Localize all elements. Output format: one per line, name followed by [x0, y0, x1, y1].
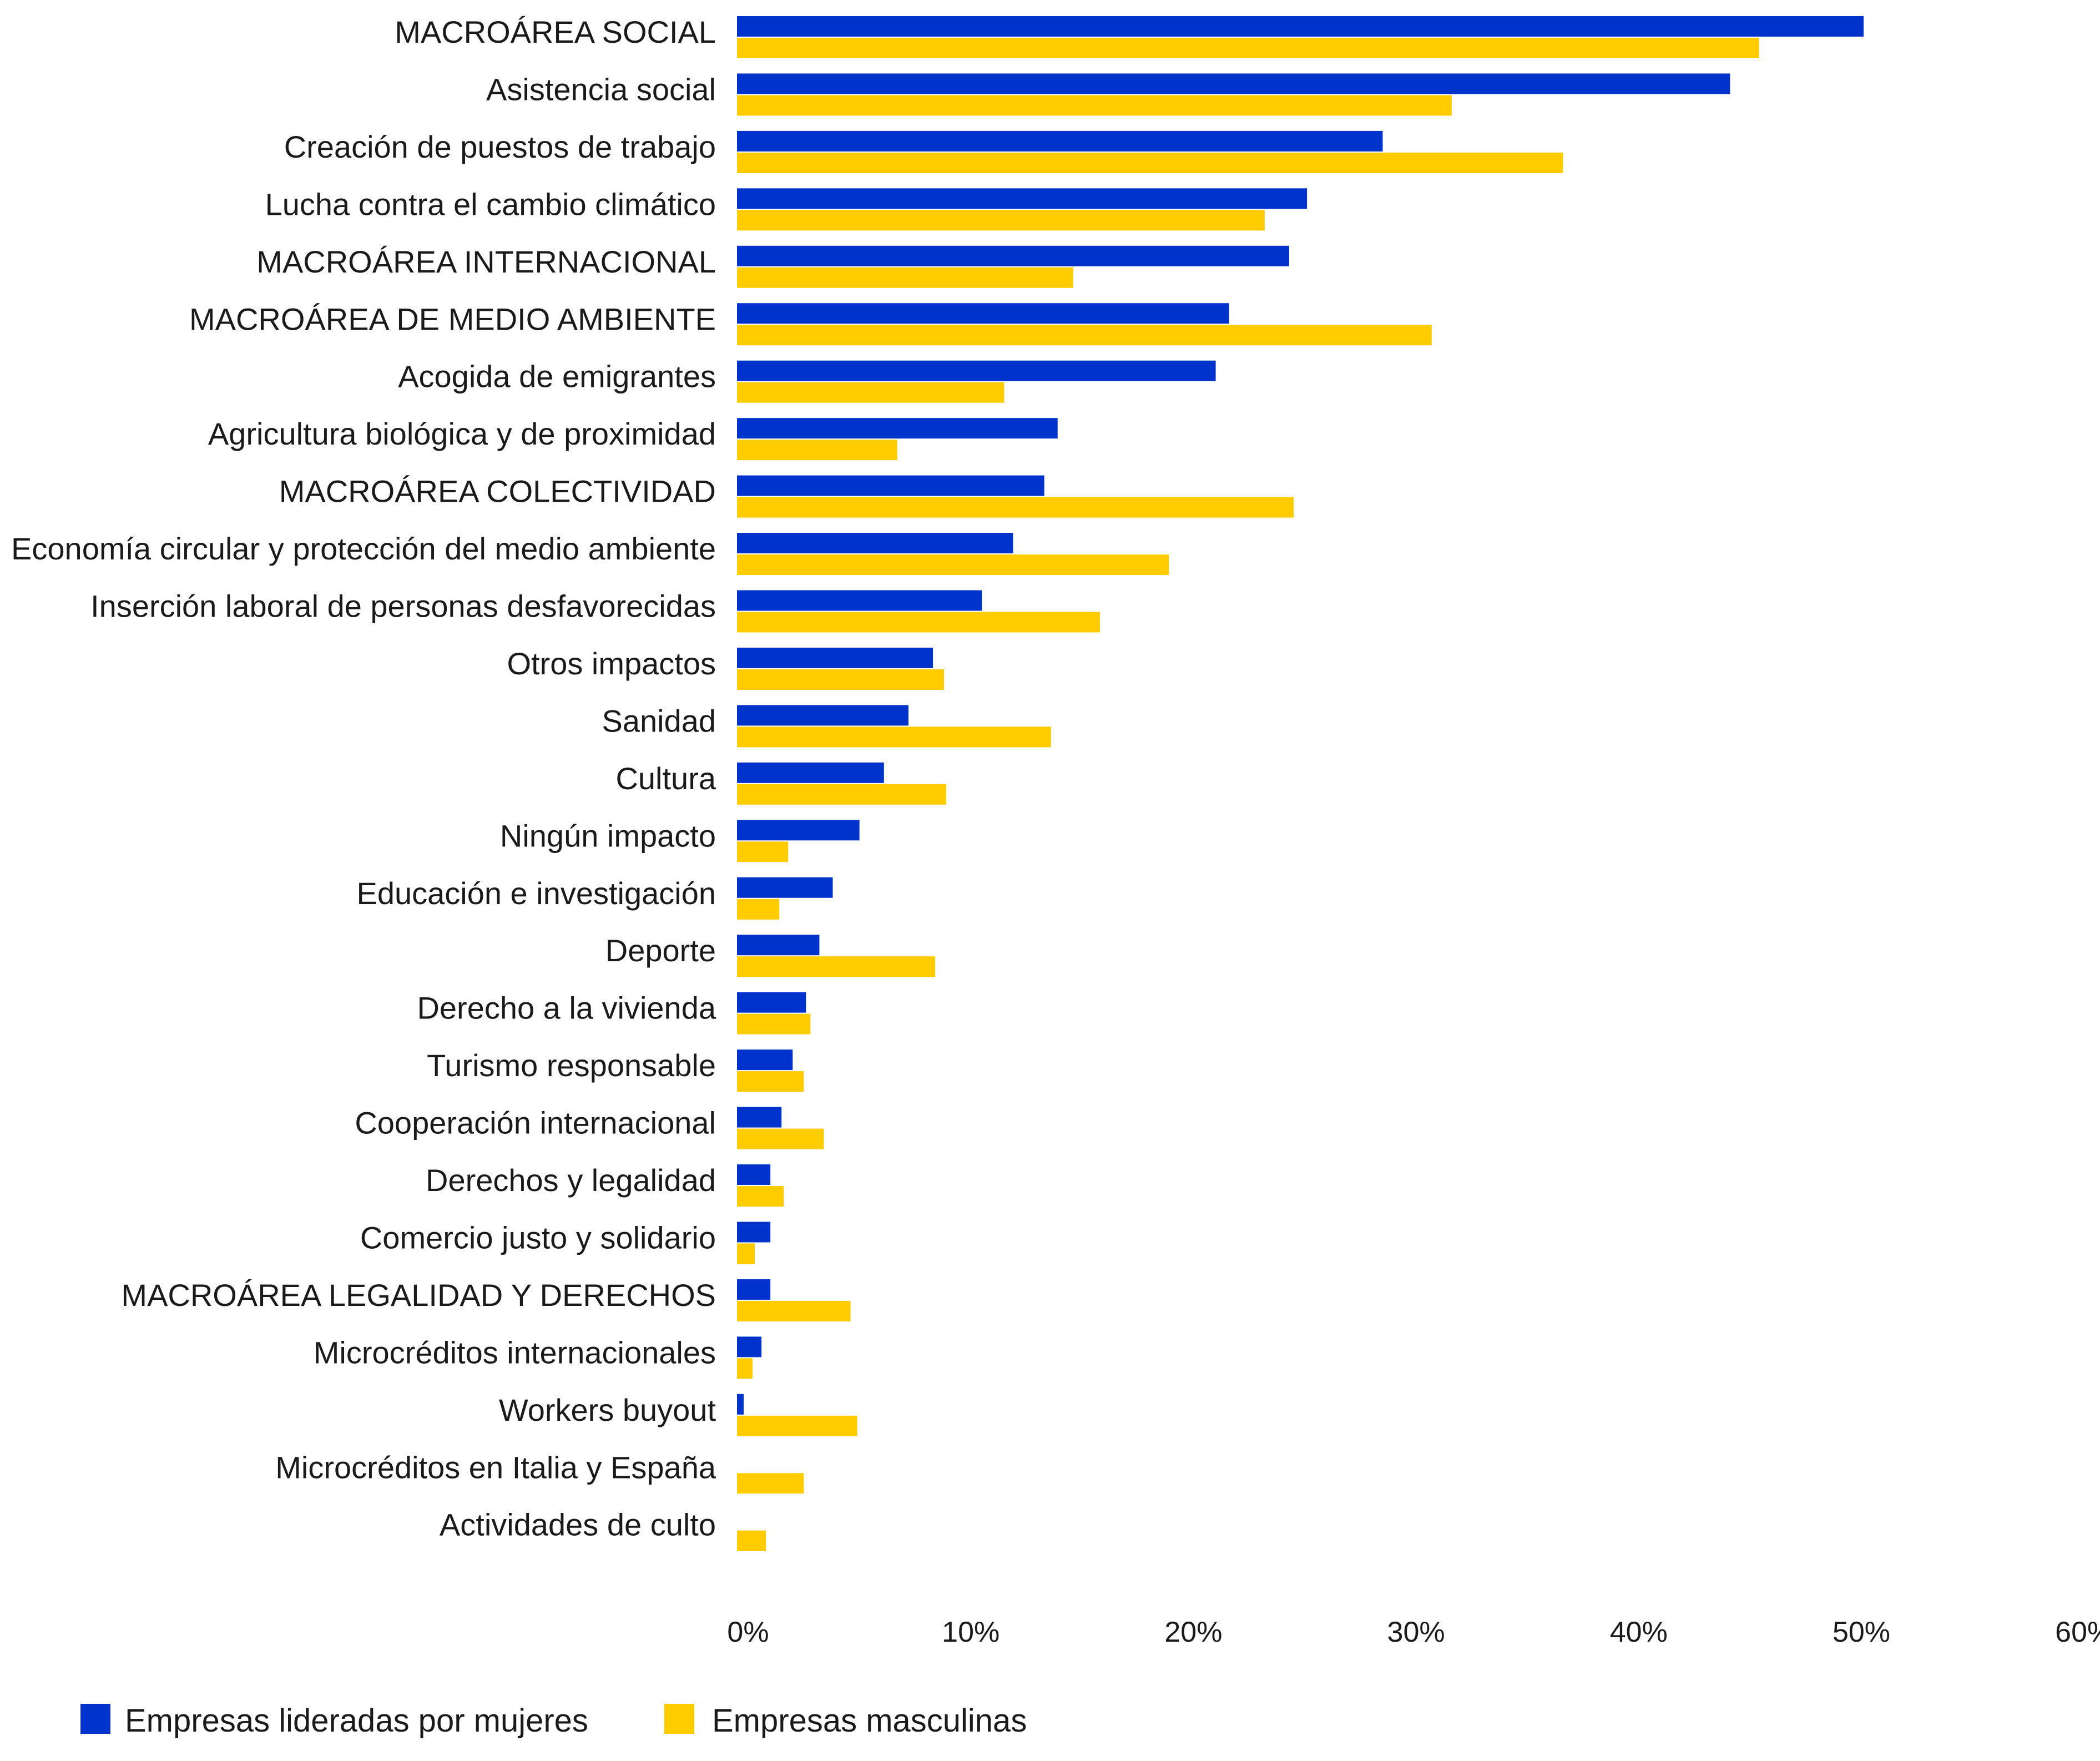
bar-women [737, 992, 806, 1013]
bar-men [737, 1243, 755, 1264]
category-label: Derecho a la vivienda [417, 991, 716, 1026]
bar-men [737, 612, 1100, 633]
bar-men [737, 38, 1759, 58]
x-tick-label: 50% [1833, 1616, 1890, 1648]
category-label: Derechos y legalidad [426, 1163, 716, 1198]
legend-swatch-women [80, 1704, 110, 1734]
bar-men [737, 669, 945, 690]
bar-men [737, 1300, 851, 1321]
bar-men [737, 440, 897, 461]
bars-layer [737, 16, 1864, 1551]
category-label: Cooperación internacional [355, 1106, 716, 1141]
bar-women [737, 1107, 782, 1128]
legend-label-men: Empresas masculinas [712, 1703, 1027, 1739]
bar-women [737, 820, 860, 841]
bar-men [737, 382, 1004, 403]
bar-men [737, 726, 1051, 748]
category-label: Microcréditos internacionales [314, 1335, 716, 1370]
bar-women [737, 877, 833, 898]
category-label: MACROÁREA LEGALIDAD Y DERECHOS [121, 1278, 716, 1313]
bar-women [737, 705, 908, 726]
x-tick-label: 20% [1164, 1616, 1222, 1648]
bar-men [737, 1071, 804, 1092]
bar-women [737, 303, 1229, 324]
category-label: Ningún impacto [500, 818, 716, 853]
category-label: Sanidad [602, 703, 716, 738]
bar-women [737, 360, 1216, 381]
bar-men [737, 267, 1073, 288]
bar-women [737, 935, 820, 956]
bar-men [737, 784, 947, 805]
bar-women [737, 590, 982, 611]
category-label: Acogida de emigrantes [398, 359, 716, 394]
category-labels: MACROÁREA SOCIAL Asistencia social Creació… [11, 14, 716, 1542]
bar-women [737, 1222, 771, 1243]
category-label: Comercio justo y solidario [360, 1220, 716, 1255]
category-label: MACROÁREA INTERNACIONAL [256, 244, 716, 279]
bar-women [737, 475, 1044, 496]
bar-women [737, 1336, 762, 1358]
bar-men [737, 325, 1432, 346]
bar-women [737, 1279, 771, 1300]
bar-men [737, 210, 1265, 231]
x-tick-label: 0% [727, 1616, 769, 1648]
category-label: Cultura [615, 761, 716, 796]
bar-men [737, 95, 1452, 116]
bar-men [737, 1415, 857, 1436]
bar-men [737, 1530, 766, 1551]
bar-women [737, 1049, 793, 1071]
legend-label-women: Empresas lideradas por mujeres [125, 1703, 588, 1739]
bar-women [737, 73, 1730, 94]
legend: Empresas lideradas por mujeres Empresas … [80, 1703, 1027, 1739]
category-label: Lucha contra el cambio climático [265, 186, 716, 221]
category-label: MACROÁREA SOCIAL [395, 14, 716, 49]
category-label: Economía circular y protección del medio… [11, 531, 716, 566]
category-label: MACROÁREA DE MEDIO AMBIENTE [189, 301, 716, 336]
x-tick-label: 60% [2055, 1616, 2100, 1648]
category-label: Creación de puestos de trabajo [284, 129, 716, 164]
x-tick-label: 10% [942, 1616, 999, 1648]
category-label: Otros impactos [507, 646, 716, 681]
x-axis-tick-labels: 0% 10% 20% 30% 40% 50% 60% [727, 1616, 2100, 1648]
bar-women [737, 1164, 771, 1185]
category-label: Actividades de culto [440, 1507, 716, 1542]
bar-men [737, 956, 936, 977]
bar-women [737, 1394, 744, 1415]
x-tick-label: 30% [1387, 1616, 1445, 1648]
bar-men [737, 841, 789, 862]
bar-women [737, 16, 1864, 37]
bar-women [737, 762, 884, 783]
bar-women [737, 245, 1289, 266]
bar-women [737, 418, 1058, 439]
category-label: MACROÁREA COLECTIVIDAD [279, 474, 716, 509]
category-label: Workers buyout [499, 1392, 716, 1427]
x-tick-label: 40% [1610, 1616, 1668, 1648]
legend-swatch-men [664, 1704, 694, 1734]
bar-men [737, 899, 780, 920]
category-label: Inserción laboral de personas desfavorec… [90, 589, 716, 624]
bar-men [737, 1128, 824, 1149]
bar-men [737, 1358, 753, 1379]
bar-men [737, 1013, 811, 1035]
category-label: Turismo responsable [427, 1048, 716, 1083]
bar-women [737, 130, 1383, 152]
bar-women [737, 533, 1013, 554]
category-label: Educación e investigación [356, 876, 716, 911]
category-label: Asistencia social [486, 72, 716, 107]
category-label: Microcréditos en Italia y España [275, 1450, 716, 1485]
bar-men [737, 152, 1563, 173]
bar-men [737, 1186, 784, 1207]
category-label: Agricultura biológica y de proximidad [208, 416, 716, 451]
bar-men [737, 554, 1169, 576]
category-label: Deporte [605, 933, 716, 968]
bar-men [737, 1473, 804, 1494]
bar-women [737, 188, 1308, 209]
bar-women [737, 647, 933, 668]
bar-men [737, 497, 1294, 518]
